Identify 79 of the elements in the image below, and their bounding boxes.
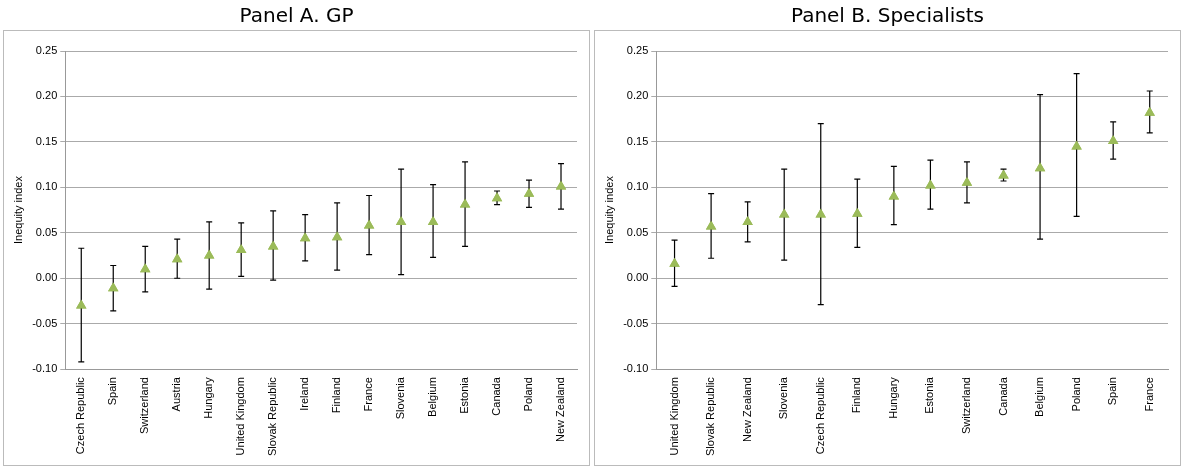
y-tick-label: 0.05 (35, 225, 58, 238)
x-tick-label: Finland (850, 377, 863, 414)
x-tick-label: New Zealand (554, 377, 567, 442)
point (961, 176, 973, 186)
x-tick-label: Spain (1106, 377, 1119, 406)
x-tick-label: Switzerland (960, 377, 972, 434)
point (1071, 140, 1082, 150)
x-tick-label: Czech Republic (74, 376, 87, 455)
y-tick-label: 0.00 (35, 271, 58, 284)
point (108, 282, 119, 292)
chart-title: Panel A. GP (238, 2, 355, 29)
y-tick-label: 0.20 (626, 89, 649, 102)
x-tick-label: Hungary (202, 376, 215, 419)
point (669, 257, 680, 267)
x-tick-label: Poland (522, 377, 535, 412)
x-tick-label: Estonia (923, 376, 936, 414)
x-tick-label: Switzerland (138, 377, 151, 434)
y-tick-label: -0.05 (32, 316, 58, 329)
point (427, 215, 439, 225)
x-tick-label: United Kingdom (234, 377, 247, 456)
x-tick-label: Canada (996, 376, 1009, 416)
x-tick-label: Slovenia (777, 376, 790, 420)
x-tick-label: New Zealand (740, 377, 753, 442)
y-tick-label: 0.10 (35, 180, 58, 193)
y-tick-label: 0.05 (626, 225, 649, 238)
point (1144, 106, 1155, 116)
x-tick-label: France (362, 377, 375, 412)
y-tick-label: -0.05 (623, 316, 649, 329)
y-tick-label: 0.15 (626, 134, 649, 147)
y-tick-label: 0.25 (35, 44, 58, 57)
point (363, 219, 375, 229)
point (395, 215, 407, 225)
point (76, 299, 87, 309)
point (204, 249, 215, 259)
x-tick-label: Czech Republic (813, 376, 826, 455)
point (815, 208, 826, 218)
x-tick-label: Slovak Republic (266, 376, 279, 456)
x-tick-label: Slovak Republic (704, 376, 717, 456)
point (140, 263, 151, 273)
y-tick-label: 0.10 (626, 180, 649, 193)
chart-title: Panel B. Specialists (789, 2, 985, 29)
point (299, 232, 311, 242)
point (459, 198, 471, 208)
x-tick-label: Ireland (298, 377, 311, 411)
y-axis-title: Inequity index (11, 175, 24, 245)
y-axis-title: Inequity index (602, 175, 615, 245)
point (491, 192, 503, 202)
x-tick-label: Slovenia (394, 376, 407, 420)
y-tick-label: -0.10 (32, 362, 58, 375)
point (852, 207, 863, 217)
x-tick-label: United Kingdom (667, 377, 680, 456)
point (705, 220, 717, 230)
point (331, 231, 343, 241)
x-tick-label: France (1142, 377, 1155, 412)
x-tick-label: Canada (490, 376, 503, 416)
y-tick-label: 0.00 (626, 271, 649, 284)
x-tick-label: Poland (1069, 377, 1082, 412)
y-tick-label: 0.25 (626, 44, 649, 57)
x-tick-label: Hungary (886, 376, 899, 419)
point (888, 190, 900, 200)
x-tick-label: Finland (330, 377, 343, 414)
x-tick-label: Austria (170, 376, 183, 412)
point (555, 180, 567, 190)
y-tick-label: 0.20 (35, 89, 58, 102)
point (925, 179, 936, 189)
x-tick-label: Belgium (426, 377, 439, 417)
y-tick-label: -0.10 (623, 362, 649, 375)
x-tick-label: Estonia (458, 376, 471, 414)
point (267, 240, 279, 250)
point (1034, 162, 1046, 172)
point (172, 253, 183, 263)
point (1107, 134, 1119, 144)
y-tick-label: 0.15 (35, 134, 58, 147)
point (779, 208, 790, 218)
point (742, 215, 753, 225)
x-tick-label: Belgium (1033, 377, 1046, 417)
x-tick-label: Spain (106, 377, 119, 406)
point (523, 187, 535, 197)
point (235, 244, 247, 254)
